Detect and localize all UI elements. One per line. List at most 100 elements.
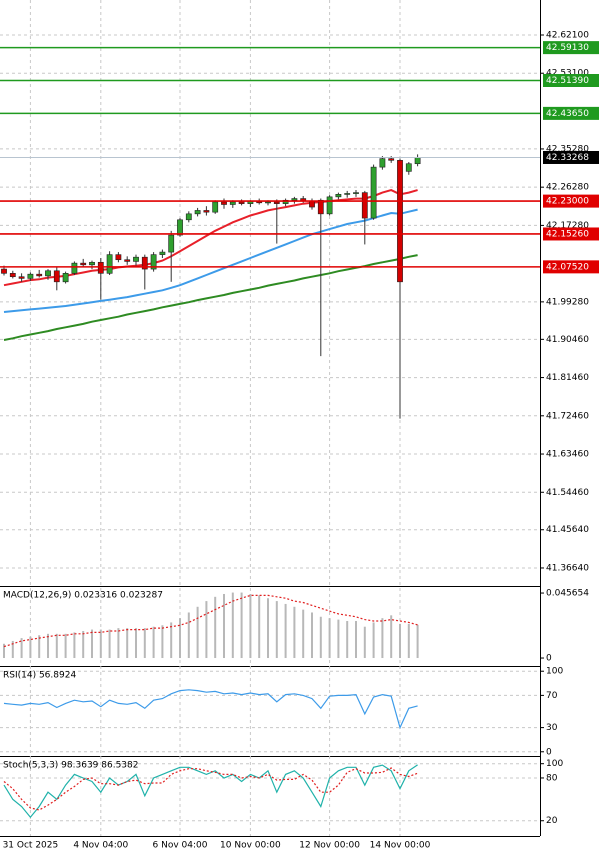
indicator-title: Stoch(5,3,3) 98.3639 86.5382 bbox=[3, 761, 138, 771]
candle-body bbox=[335, 194, 342, 198]
histogram-bar bbox=[187, 612, 190, 659]
level-label: 42.15260 bbox=[546, 229, 589, 239]
candle-body bbox=[388, 158, 395, 161]
histogram-bar bbox=[99, 629, 102, 659]
candle-body bbox=[203, 210, 210, 213]
candle-body bbox=[168, 234, 175, 253]
histogram-bar bbox=[223, 593, 225, 659]
y-tick-label: 42.17280 bbox=[546, 221, 589, 231]
level-label-box bbox=[543, 227, 599, 241]
histogram-bar bbox=[311, 612, 313, 659]
histogram-bar bbox=[231, 592, 234, 659]
y-tick-label: 41.72460 bbox=[546, 411, 589, 421]
indicator-line bbox=[3, 764, 418, 819]
moving-average bbox=[3, 208, 418, 313]
level-label: 42.07520 bbox=[546, 262, 589, 272]
y-tick-label: 42.26280 bbox=[546, 183, 589, 193]
x-tick-label: 4 Nov 04:00 bbox=[73, 841, 128, 851]
candle-body bbox=[309, 200, 315, 208]
histogram-bar bbox=[205, 601, 208, 659]
histogram-bar bbox=[363, 626, 366, 659]
candle-body bbox=[282, 199, 289, 204]
y-tick-label: 0 bbox=[546, 654, 552, 664]
histogram-bar bbox=[73, 632, 76, 659]
candle-body bbox=[1, 268, 7, 274]
histogram-bar bbox=[196, 606, 199, 659]
y-tick-label: 41.81460 bbox=[546, 373, 589, 383]
candle-body bbox=[124, 259, 131, 262]
candle-body bbox=[89, 261, 95, 266]
level-label-box bbox=[543, 194, 599, 208]
candle-body bbox=[27, 273, 34, 279]
candle-body bbox=[194, 210, 201, 215]
level-label: 42.23000 bbox=[546, 197, 589, 207]
y-tick-label: 80 bbox=[546, 773, 558, 783]
candle-body bbox=[9, 273, 16, 278]
y-tick-label: 0 bbox=[546, 747, 552, 757]
y-tick-label: 41.99280 bbox=[546, 297, 589, 307]
histogram-bar bbox=[38, 635, 41, 659]
candle-body bbox=[212, 201, 219, 213]
candle-body bbox=[115, 254, 122, 261]
histogram-bar bbox=[152, 626, 155, 659]
candle-body bbox=[397, 160, 403, 283]
signal-line bbox=[3, 767, 418, 811]
indicator-title: RSI(14) 56.8924 bbox=[3, 671, 76, 681]
candle-body bbox=[326, 196, 333, 215]
histogram-bar bbox=[399, 623, 401, 659]
level-label: 42.59130 bbox=[546, 43, 589, 53]
histogram-bar bbox=[3, 643, 5, 659]
histogram-bar bbox=[64, 633, 67, 659]
histogram-bar bbox=[29, 636, 32, 659]
y-tick-label: 30 bbox=[546, 723, 558, 733]
histogram-bar bbox=[337, 619, 340, 659]
y-tick-label: 41.63460 bbox=[546, 450, 589, 460]
histogram-bar bbox=[214, 596, 217, 659]
y-tick-label: 41.45640 bbox=[546, 525, 589, 535]
candle-body bbox=[53, 270, 60, 283]
candle-body bbox=[221, 201, 227, 205]
histogram-bar bbox=[372, 622, 375, 659]
y-tick-label: 42.35280 bbox=[546, 144, 589, 154]
moving-average bbox=[3, 254, 418, 341]
candle-body bbox=[62, 273, 69, 283]
candle-body bbox=[36, 273, 43, 277]
y-tick-label: 100 bbox=[546, 667, 563, 677]
level-label-box bbox=[543, 41, 599, 55]
x-tick-label: 12 Nov 00:00 bbox=[299, 841, 360, 851]
level-label-box bbox=[543, 74, 599, 88]
histogram-bar bbox=[346, 621, 349, 659]
x-tick-label: 14 Nov 00:00 bbox=[370, 841, 431, 851]
histogram-bar bbox=[161, 625, 164, 659]
y-tick-label: 41.36640 bbox=[546, 563, 589, 573]
candle-body bbox=[370, 166, 377, 219]
histogram-bar bbox=[108, 629, 111, 659]
histogram-bar bbox=[407, 623, 410, 659]
level-label-box bbox=[543, 106, 599, 120]
y-tick-label: 41.90460 bbox=[546, 335, 589, 345]
histogram-bar bbox=[20, 638, 23, 659]
y-tick-label: 42.53100 bbox=[546, 69, 589, 79]
y-tick-label: 100 bbox=[546, 759, 563, 769]
x-tick-label: 31 Oct 2025 bbox=[3, 841, 59, 851]
candle-body bbox=[97, 261, 104, 274]
y-tick-label: 20 bbox=[546, 816, 558, 826]
candle-body bbox=[45, 270, 51, 277]
histogram-bar bbox=[170, 622, 173, 659]
candle-body bbox=[150, 254, 157, 270]
histogram-bar bbox=[284, 603, 287, 659]
histogram-bar bbox=[240, 592, 243, 659]
histogram-bar bbox=[117, 628, 120, 659]
candle-body bbox=[177, 219, 183, 236]
level-label: 42.51390 bbox=[546, 76, 589, 86]
candle-body bbox=[18, 276, 25, 279]
candle-body bbox=[265, 201, 271, 204]
candle-body bbox=[291, 198, 298, 201]
candle-body bbox=[238, 201, 245, 204]
histogram-bar bbox=[302, 609, 305, 659]
histogram-bar bbox=[143, 628, 146, 659]
candle-body bbox=[80, 262, 87, 266]
last-price-box bbox=[543, 150, 599, 164]
